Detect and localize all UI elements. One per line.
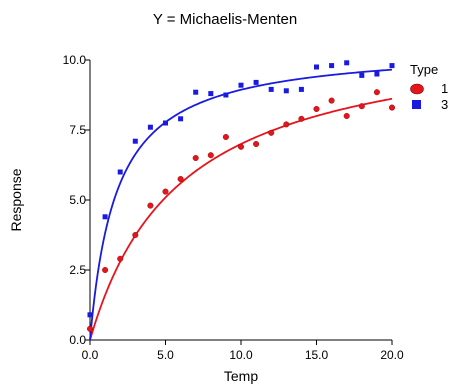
y-tick-label: 7.5 xyxy=(69,123,86,137)
legend-marker-series-3 xyxy=(412,100,421,109)
fit-curves xyxy=(89,68,393,341)
point-series-1 xyxy=(253,140,260,147)
point-series-1 xyxy=(358,103,365,110)
data-points xyxy=(86,60,396,332)
legend-label-series-3: 3 xyxy=(441,97,448,112)
point-series-3 xyxy=(253,79,259,85)
y-tick-label: 0.0 xyxy=(69,333,86,347)
point-series-1 xyxy=(117,255,124,262)
point-series-1 xyxy=(192,154,199,161)
legend: Type 13 xyxy=(410,62,448,112)
point-series-3 xyxy=(102,214,108,220)
point-series-1 xyxy=(132,231,139,238)
point-series-3 xyxy=(329,63,335,69)
point-series-3 xyxy=(193,89,199,95)
point-series-3 xyxy=(147,124,153,130)
x-tick-label: 10.0 xyxy=(229,348,253,362)
point-series-1 xyxy=(147,202,154,209)
point-series-3 xyxy=(208,91,214,97)
point-series-3 xyxy=(223,92,229,98)
fit-curve-series-1 xyxy=(89,97,393,341)
x-axis: 0.0 5.0 10.0 15.0 20.0 xyxy=(82,339,404,362)
point-series-1 xyxy=(268,129,275,136)
point-series-3 xyxy=(87,312,93,318)
point-series-1 xyxy=(162,188,169,195)
point-series-3 xyxy=(314,64,319,70)
x-tick-label: 5.0 xyxy=(157,348,174,362)
y-tick-label: 5.0 xyxy=(69,193,86,207)
y-tick-label: 10.0 xyxy=(63,53,87,67)
point-series-3 xyxy=(163,120,168,126)
point-series-3 xyxy=(132,138,138,144)
point-series-3 xyxy=(389,63,395,69)
point-series-1 xyxy=(343,112,350,119)
point-series-3 xyxy=(359,72,365,78)
fit-curve-series-3 xyxy=(89,68,393,341)
point-series-3 xyxy=(283,88,289,94)
legend-label-series-1: 1 xyxy=(441,81,448,96)
point-series-1 xyxy=(177,175,184,182)
point-series-1 xyxy=(313,105,320,112)
point-series-1 xyxy=(373,89,380,96)
x-tick-label: 20.0 xyxy=(380,348,404,362)
point-series-3 xyxy=(268,86,274,92)
point-series-1 xyxy=(86,325,93,332)
chart-title: Y = Michaelis-Menten xyxy=(153,11,297,28)
point-series-3 xyxy=(344,60,350,66)
legend-marker-series-1 xyxy=(410,83,424,95)
point-series-1 xyxy=(298,115,305,122)
point-series-1 xyxy=(389,104,396,111)
point-series-1 xyxy=(237,143,244,150)
point-series-3 xyxy=(298,86,304,92)
legend-title: Type xyxy=(410,62,438,77)
point-series-1 xyxy=(222,133,229,140)
y-tick-label: 2.5 xyxy=(69,263,86,277)
point-series-1 xyxy=(207,152,214,159)
x-tick-label: 0.0 xyxy=(82,348,99,362)
point-series-3 xyxy=(374,71,380,77)
y-axis: 0.0 2.5 5.0 7.5 10.0 xyxy=(63,53,91,347)
y-axis-label: Response xyxy=(8,168,24,231)
point-series-1 xyxy=(102,267,109,274)
point-series-3 xyxy=(117,169,123,175)
point-series-1 xyxy=(283,121,290,128)
x-axis-label: Temp xyxy=(224,368,258,384)
point-series-3 xyxy=(238,82,244,88)
x-tick-label: 15.0 xyxy=(305,348,329,362)
point-series-3 xyxy=(178,116,184,122)
point-series-1 xyxy=(328,97,335,104)
